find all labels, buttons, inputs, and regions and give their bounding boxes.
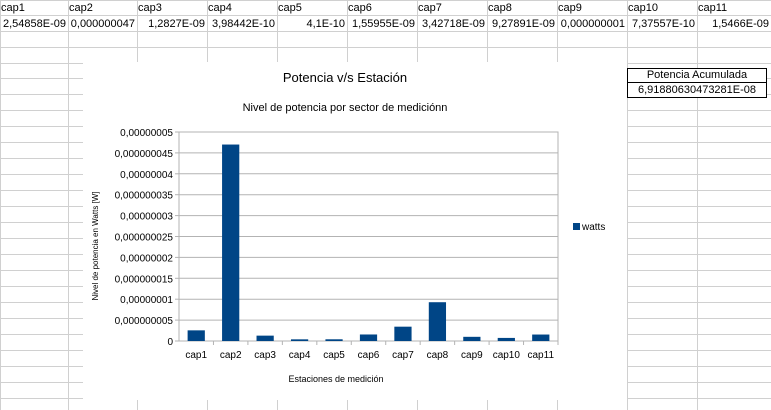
y-tick-label: 0,000000005 bbox=[115, 316, 174, 327]
value-cell-cap1[interactable]: 2,54858E-09 bbox=[3, 18, 66, 30]
y-axis-label: Nivel de potencia en Watts [W] bbox=[91, 191, 100, 300]
accumulated-power-box: Potencia Acumulada 6,91880630473281E-08 bbox=[627, 68, 767, 98]
x-tick-label: cap7 bbox=[392, 350, 414, 361]
bar-cap5 bbox=[325, 339, 343, 341]
x-tick-label: cap8 bbox=[427, 350, 449, 361]
y-tick-label: 0,000000035 bbox=[115, 191, 174, 202]
accumulated-power-value[interactable]: 6,91880630473281E-08 bbox=[627, 82, 767, 98]
y-tick-labels: 0 0,000000005 0,00000001 0,000000015 0,00000… bbox=[115, 128, 174, 348]
bar-cap3 bbox=[256, 335, 274, 341]
x-tick-label: cap9 bbox=[461, 350, 483, 361]
x-tick-label: cap2 bbox=[220, 350, 242, 361]
chart-panel[interactable]: Potencia v/s Estación Nivel de potencia … bbox=[83, 62, 627, 400]
header-cell-cap4[interactable]: cap4 bbox=[208, 2, 232, 14]
x-tick-labels: cap1 cap2 cap3 cap4 cap5 cap6 cap7 cap8 cap9 cap1… bbox=[185, 350, 554, 361]
bar-cap11 bbox=[532, 334, 550, 341]
y-tick-label: 0 bbox=[167, 337, 173, 348]
value-cell-cap8[interactable]: 9,27891E-09 bbox=[492, 18, 555, 30]
header-cell-cap8[interactable]: cap8 bbox=[488, 2, 512, 14]
y-tick-label: 0,00000001 bbox=[120, 295, 173, 306]
y-tick-label: 0,000000025 bbox=[115, 233, 174, 244]
header-cell-cap6[interactable]: cap6 bbox=[348, 2, 372, 14]
header-cell-cap9[interactable]: cap9 bbox=[558, 2, 582, 14]
chart-subtitle: Nivel de potencia por sector de medición… bbox=[243, 102, 448, 114]
bar-cap9 bbox=[463, 336, 481, 341]
value-cell-cap9[interactable]: 0,000000001 bbox=[560, 18, 625, 30]
x-tick-label: cap1 bbox=[185, 350, 207, 361]
x-tick-label: cap10 bbox=[493, 350, 521, 361]
bar-chart: Potencia v/s Estación Nivel de potencia … bbox=[91, 70, 605, 384]
plot-gridlines bbox=[175, 131, 559, 345]
y-tick-label: 0,000000015 bbox=[115, 274, 174, 285]
header-cell-cap11[interactable]: cap11 bbox=[698, 2, 728, 14]
x-tick-label: cap6 bbox=[358, 350, 380, 361]
value-cell-cap2[interactable]: 0,000000047 bbox=[70, 18, 135, 30]
y-tick-label: 0,00000005 bbox=[120, 128, 173, 139]
bar-series bbox=[187, 144, 550, 341]
x-tick-label: cap5 bbox=[323, 350, 345, 361]
x-axis-label: Estaciones de medición bbox=[288, 374, 383, 384]
legend-swatch bbox=[573, 223, 580, 230]
y-tick-label: 0,000000045 bbox=[115, 149, 174, 160]
legend-label: watts bbox=[581, 222, 605, 233]
bar-cap10 bbox=[497, 337, 515, 341]
bar-cap1 bbox=[187, 330, 205, 341]
header-cell-cap7[interactable]: cap7 bbox=[418, 2, 442, 14]
x-tick-label: cap3 bbox=[254, 350, 276, 361]
bar-cap6 bbox=[359, 334, 378, 341]
chart-title: Potencia v/s Estación bbox=[283, 70, 407, 85]
value-cell-cap7[interactable]: 3,42718E-09 bbox=[422, 18, 485, 30]
bar-cap7 bbox=[394, 326, 412, 341]
header-cell-cap5[interactable]: cap5 bbox=[278, 2, 302, 14]
bar-cap2 bbox=[222, 144, 240, 341]
value-cell-cap10[interactable]: 7,37557E-10 bbox=[632, 18, 695, 30]
y-tick-label: 0,00000004 bbox=[120, 170, 173, 181]
header-cell-cap1[interactable]: cap1 bbox=[1, 2, 25, 14]
y-tick-label: 0,00000002 bbox=[120, 253, 173, 264]
header-cell-cap3[interactable]: cap3 bbox=[138, 2, 162, 14]
value-cell-cap11[interactable]: 1,5466E-09 bbox=[712, 18, 769, 30]
value-cell-cap6[interactable]: 1,55955E-09 bbox=[352, 18, 415, 30]
value-cell-cap5[interactable]: 4,1E-10 bbox=[306, 18, 345, 30]
x-tick-label: cap4 bbox=[289, 350, 311, 361]
x-tick-label: cap11 bbox=[528, 350, 555, 361]
header-cell-cap2[interactable]: cap2 bbox=[69, 2, 93, 14]
header-cell-cap10[interactable]: cap10 bbox=[628, 2, 658, 14]
accumulated-power-label: Potencia Acumulada bbox=[627, 68, 767, 83]
bar-cap4 bbox=[290, 339, 309, 341]
y-tick-label: 0,00000003 bbox=[120, 212, 173, 223]
value-cell-cap4[interactable]: 3,98442E-10 bbox=[212, 18, 275, 30]
value-cell-cap3[interactable]: 1,2827E-09 bbox=[148, 18, 205, 30]
bar-cap8 bbox=[428, 302, 447, 341]
